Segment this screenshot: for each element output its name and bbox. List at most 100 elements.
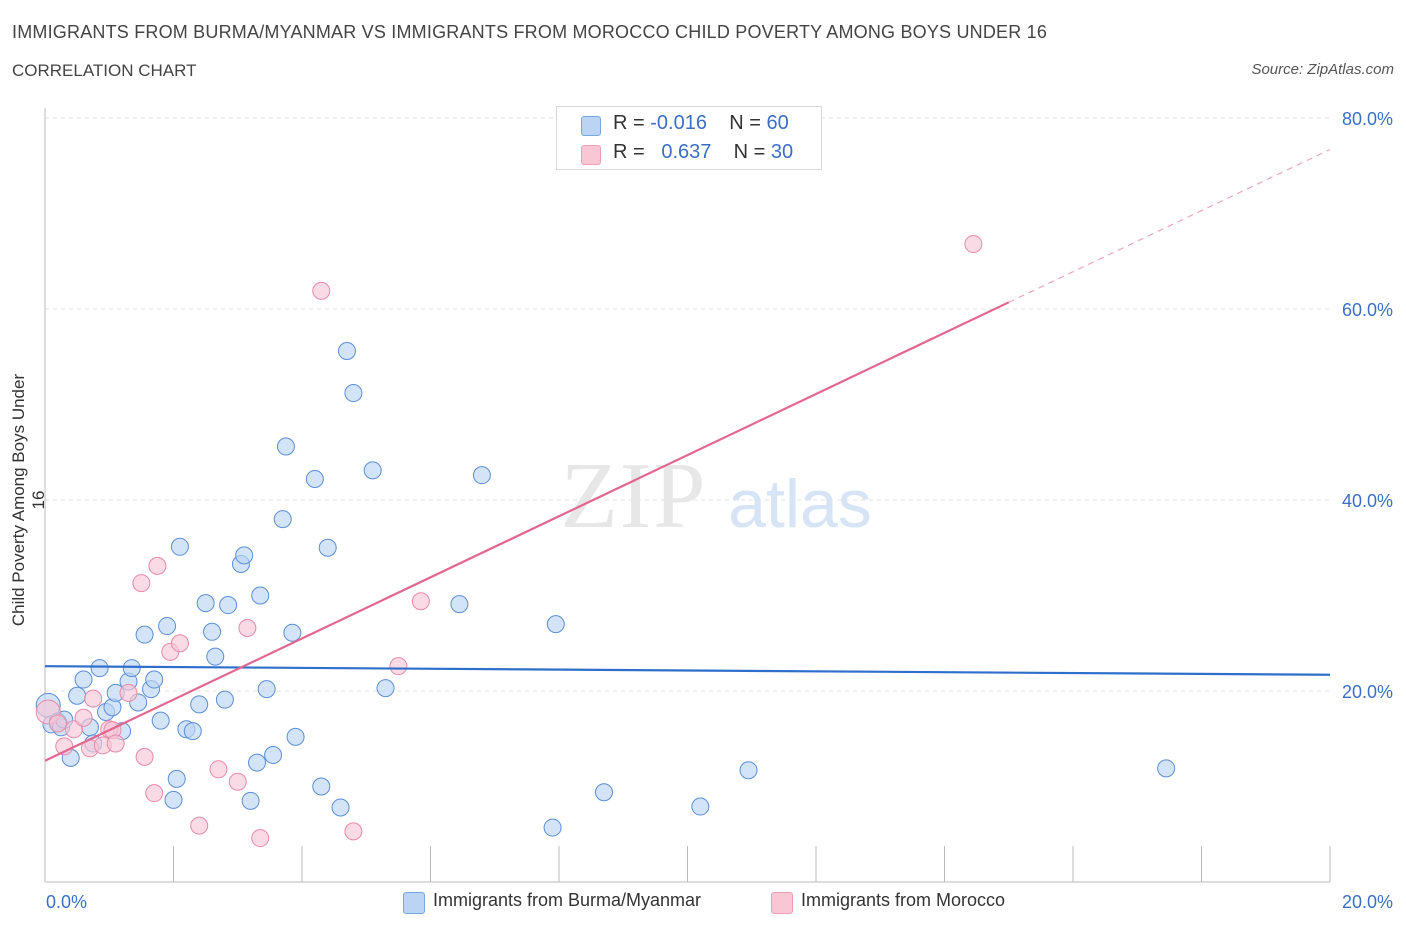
point-series0-33 <box>219 596 238 615</box>
point-series0-24 <box>167 769 186 788</box>
point-series1-14 <box>145 784 164 803</box>
point-series0-28 <box>190 695 209 714</box>
point-series1-1 <box>48 714 67 733</box>
data-points <box>35 235 1176 848</box>
point-series0-50 <box>344 384 363 403</box>
legend-r-value-morocco: 0.637 <box>661 141 712 163</box>
point-series0-35 <box>235 546 254 565</box>
point-series0-7 <box>74 670 93 689</box>
watermark-zip: ZIP <box>561 444 708 548</box>
point-series0-48 <box>331 798 350 817</box>
point-series0-10 <box>90 659 109 678</box>
legend-n-value-morocco: 30 <box>770 141 794 163</box>
point-series0-39 <box>257 680 276 699</box>
point-series0-44 <box>286 727 305 746</box>
point-series0-47 <box>318 538 337 557</box>
point-series0-56 <box>546 615 565 634</box>
point-series0-40 <box>264 745 283 764</box>
point-series0-29 <box>196 594 215 613</box>
point-series0-36 <box>241 791 260 810</box>
point-series0-23 <box>164 790 183 809</box>
point-series0-58 <box>691 797 710 816</box>
point-series0-52 <box>376 679 395 698</box>
trend-lines <box>44 148 1331 762</box>
axes <box>44 108 1331 883</box>
x-tick-label-max: 20.0% <box>1342 892 1393 912</box>
bottom-legend-label-burma: Immigrants from Burma/Myanmar <box>433 890 702 910</box>
point-series1-17 <box>170 634 189 653</box>
point-series0-31 <box>206 647 225 666</box>
point-series0-18 <box>135 625 154 644</box>
point-series0-42 <box>276 437 295 456</box>
legend-r-value-burma: -0.016 <box>650 112 707 134</box>
point-series1-15 <box>148 556 167 575</box>
legend-swatch-morocco <box>581 145 601 165</box>
point-series0-41 <box>273 510 292 529</box>
legend-r-label: R = <box>613 141 645 163</box>
point-series1-11 <box>119 683 138 702</box>
point-series0-38 <box>251 586 270 605</box>
chart-title: IMMIGRANTS FROM BURMA/MYANMAR VS IMMIGRA… <box>12 22 1048 42</box>
legend-swatch-burma <box>581 116 601 136</box>
point-series1-26 <box>411 592 430 611</box>
point-series1-13 <box>135 747 154 766</box>
point-series0-46 <box>312 777 331 796</box>
gridlines <box>45 117 1330 692</box>
watermark: ZIP atlas <box>561 444 872 548</box>
point-series1-19 <box>209 760 228 779</box>
point-series0-37 <box>248 753 267 772</box>
y-tick-label-80: 80.0% <box>1342 109 1393 129</box>
legend-r-label: R = <box>613 112 645 134</box>
point-series0-20 <box>145 670 164 689</box>
source-label: Source: ZipAtlas.com <box>1251 61 1394 78</box>
point-series0-51 <box>363 461 382 480</box>
point-series0-59 <box>739 761 758 780</box>
point-series1-23 <box>312 281 331 300</box>
point-series0-60 <box>1157 759 1176 778</box>
y-tick-label-40: 40.0% <box>1342 491 1393 511</box>
point-series0-25 <box>170 537 189 556</box>
point-series0-30 <box>203 622 222 641</box>
chart-subtitle: CORRELATION CHART <box>12 61 197 80</box>
legend-n-value-burma: 60 <box>766 112 789 134</box>
point-series0-53 <box>472 466 491 485</box>
point-series0-22 <box>158 617 177 636</box>
point-series0-21 <box>151 711 170 730</box>
bottom-legend-swatch-morocco <box>771 892 793 914</box>
point-series0-57 <box>594 783 613 802</box>
point-series1-12 <box>132 574 151 593</box>
point-series1-24 <box>344 822 363 841</box>
point-series0-27 <box>183 722 202 741</box>
point-series0-6 <box>68 686 87 705</box>
point-series1-6 <box>84 689 103 708</box>
point-series1-20 <box>228 772 247 791</box>
point-series0-45 <box>305 469 324 488</box>
point-series0-49 <box>337 342 356 361</box>
point-series1-3 <box>64 720 83 739</box>
point-series1-10 <box>106 734 125 753</box>
point-series1-25 <box>389 657 408 676</box>
bottom-legend-swatch-burma <box>403 892 425 914</box>
legend-n-label: N = <box>729 112 761 134</box>
correlation-legend: R = -0.016 N = 60 R = 0.637 N = 30 <box>556 106 822 170</box>
point-series1-18 <box>190 816 209 835</box>
y-tick-label-20: 20.0% <box>1342 682 1393 702</box>
tick-labels: 20.0% 40.0% 60.0% 80.0% 0.0% 20.0% <box>46 109 1393 912</box>
point-series0-32 <box>215 690 234 709</box>
x-tick-label-min: 0.0% <box>46 892 87 912</box>
point-series0-16 <box>122 659 141 678</box>
point-series0-43 <box>283 623 302 642</box>
legend-n-label: N = <box>733 141 766 163</box>
point-series1-27 <box>964 235 983 254</box>
watermark-atlas: atlas <box>728 466 872 542</box>
trend-extension-series1 <box>1008 148 1331 303</box>
point-series1-21 <box>238 618 257 637</box>
point-series1-4 <box>74 708 93 727</box>
point-series1-22 <box>251 829 270 848</box>
trend-line-series1 <box>44 301 1010 762</box>
y-tick-label-60: 60.0% <box>1342 300 1393 320</box>
bottom-legend-label-morocco: Immigrants from Morocco <box>801 890 1006 910</box>
trend-line-series0 <box>44 665 1331 676</box>
point-series0-55 <box>543 818 562 837</box>
